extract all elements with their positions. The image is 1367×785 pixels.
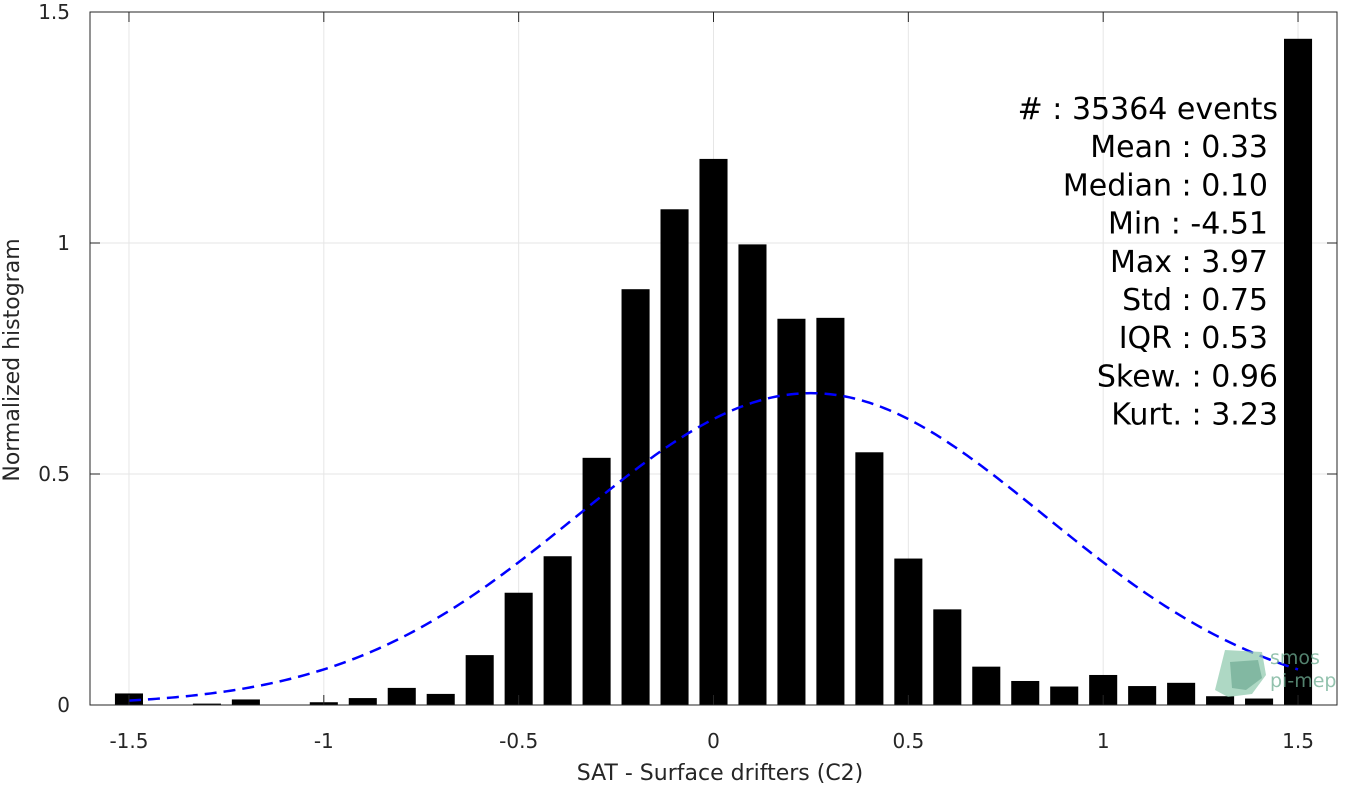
stats-line: Mean : 0.33 — [1090, 130, 1268, 165]
histogram-bar — [1245, 698, 1274, 705]
stats-line: Min : -4.51 — [1108, 207, 1268, 242]
x-tick-labels: -1.5 -1 -0.5 0 0.5 1 1.5 — [109, 729, 1313, 753]
x-tick-label: -0.5 — [499, 729, 538, 753]
stats-line: Max : 3.97 — [1110, 245, 1268, 280]
histogram-bar — [1011, 680, 1040, 705]
logo-text-line1: smos — [1270, 647, 1320, 669]
histogram-bar — [387, 687, 416, 705]
histogram-bar — [231, 699, 260, 705]
histogram-bar — [855, 452, 884, 705]
y-tick-label: 1.5 — [38, 0, 70, 24]
x-tick-label: -1.5 — [109, 729, 148, 753]
histogram-bar — [465, 655, 494, 705]
y-tick-labels: 0 0.5 1 1.5 — [38, 0, 70, 717]
y-tick-label: 1 — [57, 231, 70, 255]
stats-line: Median : 0.10 — [1063, 168, 1268, 203]
histogram-bar — [1167, 682, 1196, 705]
stats-line: Kurt. : 3.23 — [1111, 398, 1278, 433]
y-tick-label: 0.5 — [38, 462, 70, 486]
histogram-bar — [1206, 696, 1235, 705]
x-tick-label: 0 — [707, 729, 720, 753]
histogram-bar — [621, 289, 650, 705]
histogram-bar — [933, 609, 962, 705]
histogram-bar — [738, 244, 767, 706]
histogram-bar — [972, 666, 1001, 705]
histogram-bar — [660, 209, 689, 706]
histogram-bar — [816, 317, 845, 705]
stats-line: Std : 0.75 — [1122, 283, 1268, 318]
histogram-bar — [582, 457, 611, 705]
x-tick-label: -1 — [314, 729, 334, 753]
stats-line: Skew. : 0.96 — [1097, 359, 1278, 394]
histogram-bar — [1050, 686, 1079, 705]
logo-mark-shade — [1230, 660, 1262, 690]
smos-pi-mep-logo: smos pi-mep — [1215, 647, 1336, 697]
histogram-bar — [504, 592, 533, 705]
x-tick-label: 0.5 — [892, 729, 924, 753]
histogram-bar — [192, 703, 221, 705]
y-tick-label: 0 — [57, 693, 70, 717]
x-axis-title: SAT - Surface drifters (C2) — [577, 761, 864, 785]
x-tick-label: 1.5 — [1282, 729, 1314, 753]
normal-fit-curve — [128, 391, 1299, 702]
bars — [114, 38, 1313, 706]
histogram-bar — [543, 556, 572, 705]
histogram-bar — [1128, 686, 1157, 705]
stats-line: # : 35364 events — [1018, 92, 1278, 127]
logo-text-line2: pi-mep — [1270, 670, 1336, 692]
x-tick-label: 1 — [1097, 729, 1110, 753]
histogram-bar — [1284, 38, 1313, 705]
ticks — [90, 11, 1337, 706]
y-axis-title: Normalized histogram — [0, 238, 25, 481]
histogram-bar — [348, 698, 377, 705]
stats-line: IQR : 0.53 — [1119, 321, 1268, 356]
histogram-bar — [777, 318, 806, 705]
histogram-bar — [426, 693, 455, 705]
histogram-bar — [894, 558, 923, 705]
histogram-bar — [699, 158, 728, 705]
